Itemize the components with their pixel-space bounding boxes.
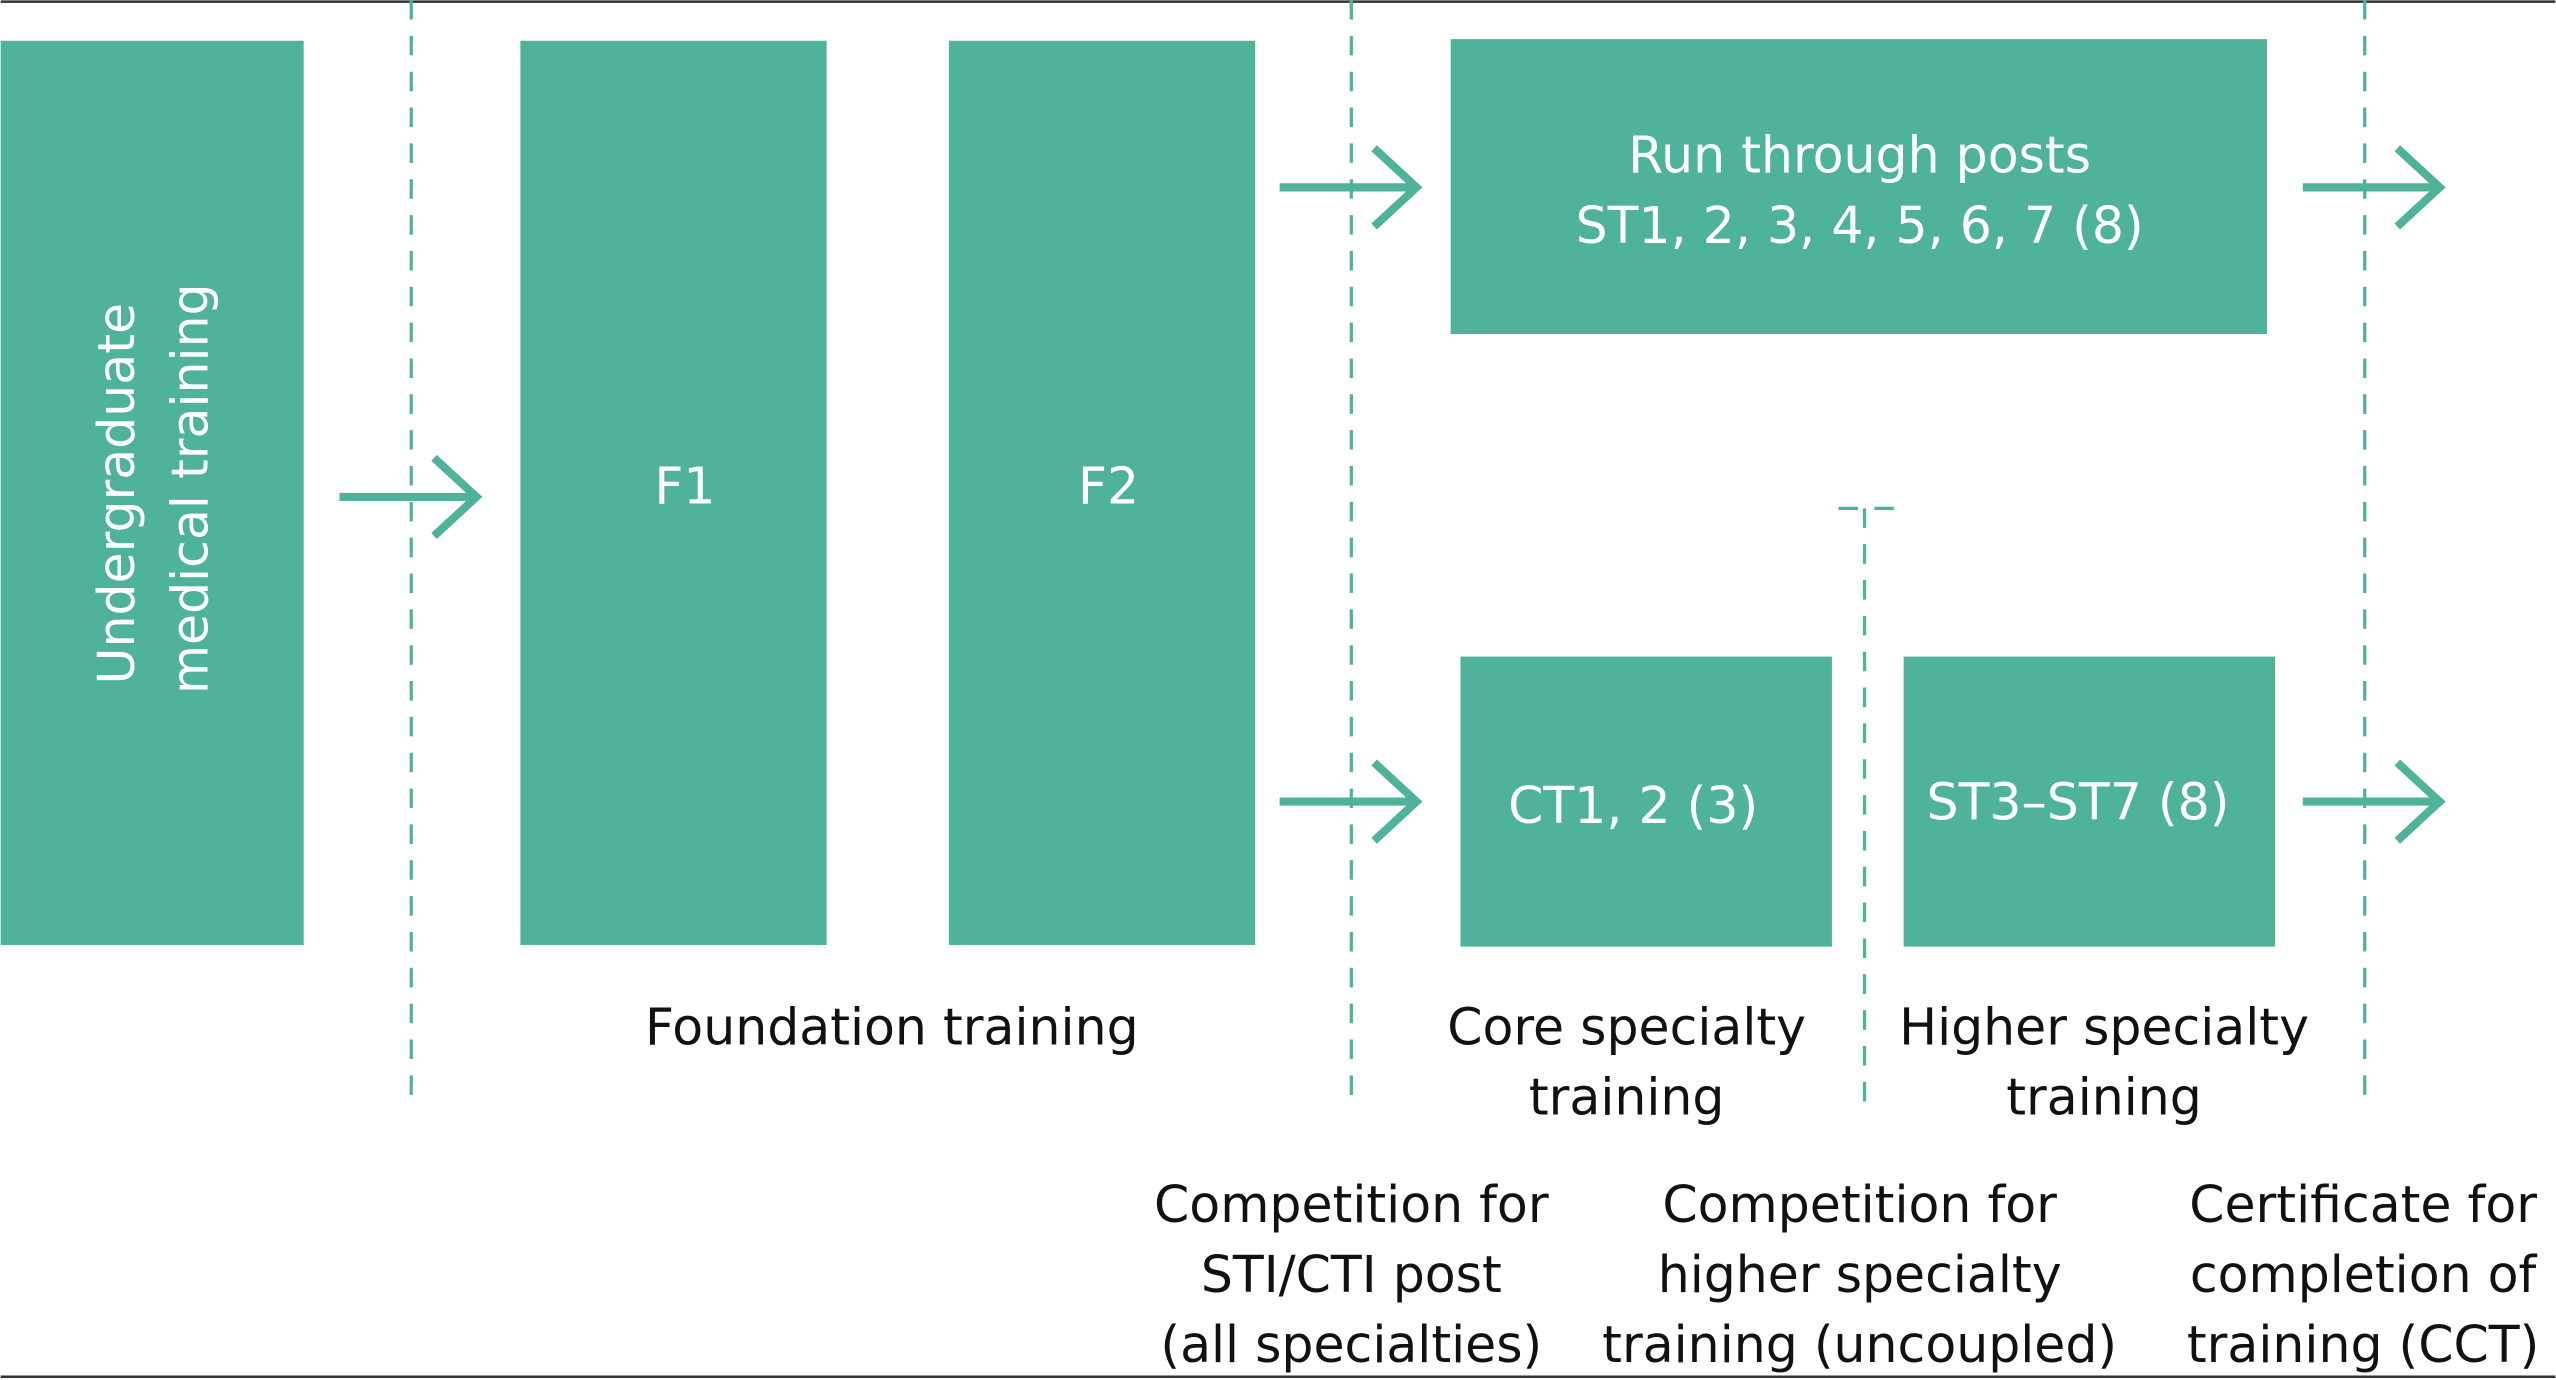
milestone-higher-line2: higher specialty [1658,1245,2062,1304]
higher-specialty-label-line1: Higher specialty [1899,997,2309,1056]
higher-training-box [1903,656,2276,947]
milestone-cct-line3: training (CCT) [2187,1315,2539,1374]
milestone-st1-line2: STI/CTI post [1201,1245,1502,1304]
higher-training-label: ST3–ST7 (8) [1927,773,2230,832]
foundation-training-label: Foundation training [645,997,1139,1056]
milestone-cct-line1: Certificate for [2189,1175,2537,1234]
arrow-to-f1-icon [339,454,483,540]
core-specialty-label-line2: training [1529,1067,1725,1126]
milestone-cct-line2: completion of [2190,1245,2538,1304]
arrow-to-run-through-icon [1279,145,1423,230]
arrow-run-through-cct-icon [2302,145,2446,230]
higher-specialty-label-line2: training [2006,1067,2202,1126]
milestone-st1-line3: (all specialties) [1160,1315,1542,1374]
run-through-box [1450,39,2267,335]
arrow-to-core-icon [1279,759,1423,844]
arrow-higher-cct-icon [2302,759,2446,844]
undergraduate-label-line2: medical training [161,283,220,694]
milestone-higher-line1: Competition for [1662,1175,2057,1234]
f1-box [520,40,827,945]
core-training-box [1460,656,1832,947]
milestone-st1-line1: Competition for [1154,1175,1549,1234]
f2-label: F2 [1078,456,1139,515]
run-through-label-line1: Run through posts [1628,126,2091,185]
core-training-label: CT1, 2 (3) [1508,776,1758,835]
f1-label: F1 [654,456,715,515]
milestone-higher-line3: training (uncoupled) [1602,1315,2117,1374]
undergraduate-label-line1: Undergraduate [87,303,146,685]
f2-box [948,40,1256,945]
run-through-label-line2: ST1, 2, 3, 4, 5, 6, 7 (8) [1576,196,2144,255]
undergraduate-box [0,40,304,945]
core-specialty-label-line1: Core specialty [1447,997,1806,1056]
